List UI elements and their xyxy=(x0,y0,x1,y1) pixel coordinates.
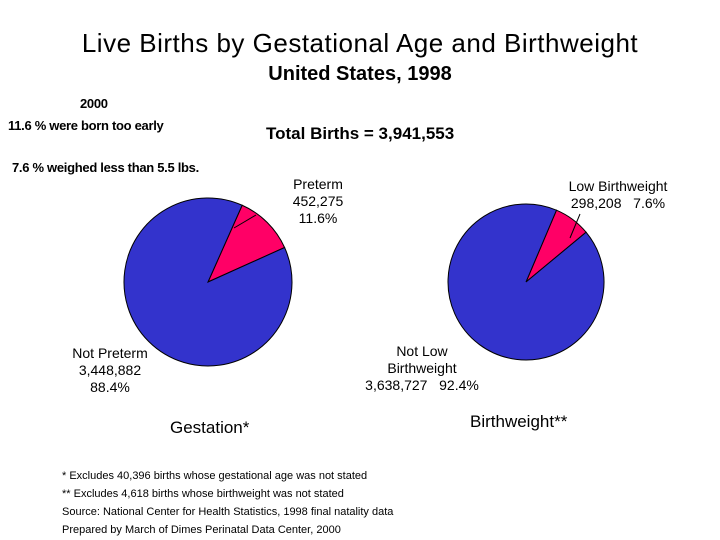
not-low-birthweight-value-line: 3,638,727 92.4% xyxy=(352,377,492,394)
footnote-gestation: * Excludes 40,396 births whose gestation… xyxy=(62,470,368,482)
not-preterm-slice xyxy=(123,197,293,367)
birthweight-caption: Birthweight** xyxy=(470,412,568,431)
low-birthweight-value-line: 298,208 7.6% xyxy=(548,195,688,212)
footnote-birthweight: ** Excludes 4,618 births whose birthweig… xyxy=(62,488,344,500)
not-preterm-label-block: Not Preterm 3,448,882 88.4% xyxy=(60,345,160,396)
preterm-label-block: Preterm 452,275 11.6% xyxy=(278,176,358,227)
preterm-percent: 11.6% xyxy=(298,210,338,226)
low-birthweight-label: Low Birthweight xyxy=(568,178,668,194)
not-low-birthweight-label-block: Not Low Birthweight 3,638,727 92.4% xyxy=(352,343,492,394)
preterm-leader-line xyxy=(233,214,257,229)
low-birthweight-leader-line xyxy=(569,213,581,239)
note-preterm: 11.6 % were born too early xyxy=(8,118,164,133)
low-birthweight-label-block: Low Birthweight 298,208 7.6% xyxy=(548,178,688,212)
not-preterm-count: 3,448,882 xyxy=(78,362,142,378)
not-preterm-percent: 88.4% xyxy=(90,379,130,395)
low-birthweight-count: 298,208 xyxy=(570,195,622,211)
preterm-slice xyxy=(207,204,286,283)
chart-subtitle: United States, 1998 xyxy=(268,63,452,85)
not-low-birthweight-slice xyxy=(447,203,605,361)
preterm-label: Preterm xyxy=(293,176,343,192)
note-low-birthweight: 7.6 % weighed less than 5.5 lbs. xyxy=(12,160,199,175)
not-low-birthweight-percent: 92.4% xyxy=(439,377,479,393)
footnote-source: Source: National Center for Health Stati… xyxy=(62,506,394,518)
chart-title: Live Births by Gestational Age and Birth… xyxy=(81,28,639,58)
gestation-pie xyxy=(123,197,293,367)
not-preterm-label: Not Preterm xyxy=(72,345,148,361)
preterm-count: 452,275 xyxy=(292,193,344,209)
note-year: 2000 xyxy=(80,96,108,111)
total-births: Total Births = 3,941,553 xyxy=(266,124,455,143)
footnote-prepared-by: Prepared by March of Dimes Perinatal Dat… xyxy=(62,524,341,536)
low-birthweight-percent: 7.6% xyxy=(633,195,666,211)
birthweight-pie xyxy=(447,203,605,361)
not-low-birthweight-label-line2: Birthweight xyxy=(387,360,457,376)
gestation-caption: Gestation* xyxy=(170,418,250,437)
not-low-birthweight-count: 3,638,727 xyxy=(365,377,428,393)
not-low-birthweight-label-line1: Not Low xyxy=(396,343,448,359)
